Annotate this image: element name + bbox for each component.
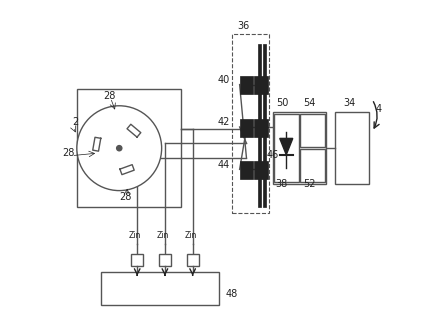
Bar bbox=[274, 114, 299, 183]
Text: 40: 40 bbox=[218, 75, 230, 85]
Text: 50: 50 bbox=[276, 98, 289, 108]
Text: 46: 46 bbox=[267, 150, 279, 160]
Text: 28: 28 bbox=[119, 192, 131, 202]
Text: 28: 28 bbox=[103, 91, 115, 101]
Bar bbox=[131, 254, 143, 266]
Text: 52: 52 bbox=[303, 179, 315, 189]
Text: 54: 54 bbox=[303, 98, 315, 108]
Bar bbox=[334, 112, 369, 184]
Bar bbox=[232, 34, 270, 214]
Bar bbox=[240, 76, 254, 94]
Text: 42: 42 bbox=[218, 117, 230, 127]
Bar bbox=[300, 149, 325, 182]
Text: 48: 48 bbox=[225, 289, 238, 299]
Circle shape bbox=[117, 145, 122, 151]
Bar bbox=[254, 76, 268, 94]
Text: 44: 44 bbox=[218, 160, 230, 170]
Text: Zin: Zin bbox=[129, 231, 141, 240]
Bar bbox=[300, 114, 325, 146]
Polygon shape bbox=[280, 139, 293, 155]
Bar bbox=[159, 254, 171, 266]
Text: 4: 4 bbox=[375, 104, 381, 114]
Text: 36: 36 bbox=[237, 21, 250, 31]
Bar bbox=[254, 161, 268, 179]
Text: Zin: Zin bbox=[185, 231, 197, 240]
Bar bbox=[101, 272, 219, 305]
Text: Zin: Zin bbox=[157, 231, 169, 240]
Bar bbox=[240, 161, 254, 179]
Bar bbox=[187, 254, 198, 266]
Bar bbox=[240, 119, 254, 137]
Bar bbox=[263, 44, 266, 207]
Text: 2: 2 bbox=[72, 117, 78, 127]
Text: 38: 38 bbox=[275, 179, 287, 189]
Text: 28: 28 bbox=[62, 148, 75, 158]
Circle shape bbox=[77, 106, 162, 190]
Text: 34: 34 bbox=[343, 98, 356, 108]
Bar bbox=[77, 89, 181, 207]
Bar bbox=[273, 112, 326, 184]
Bar bbox=[258, 44, 261, 207]
Bar bbox=[254, 119, 268, 137]
